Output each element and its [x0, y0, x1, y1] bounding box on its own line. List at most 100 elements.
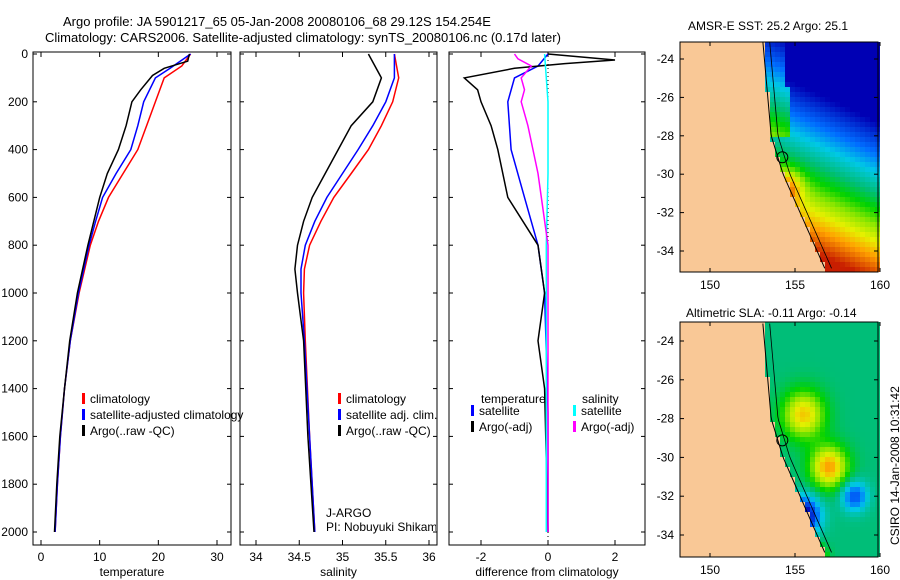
map-cell [830, 402, 835, 407]
map-cell [805, 172, 810, 177]
map-cell [860, 537, 865, 542]
map-cell [805, 177, 810, 182]
map-cell [780, 352, 785, 357]
map-cell [870, 412, 875, 417]
x-axis-label: temperature [100, 565, 165, 579]
map-cell [850, 262, 855, 267]
map-cell [815, 182, 820, 187]
map-cell [840, 332, 845, 337]
map-cell [860, 237, 865, 242]
map-cell [775, 97, 780, 102]
map-cell [865, 57, 870, 62]
map-cell [815, 232, 820, 237]
map-cell [795, 402, 800, 407]
map-cell [815, 152, 820, 157]
map-cell [845, 467, 850, 472]
map-cell [810, 377, 815, 382]
map-cell [795, 157, 800, 162]
map-cell [810, 447, 815, 452]
map-cell [860, 517, 865, 522]
map-cell [855, 47, 860, 52]
map-cell [785, 377, 790, 382]
map-cell [825, 512, 830, 517]
x-tick-label: 34 [249, 550, 263, 564]
map-cell [800, 92, 805, 97]
map-cell [795, 462, 800, 467]
map-cell [835, 527, 840, 532]
map-cell [835, 377, 840, 382]
map-cell [870, 347, 875, 352]
map-cell [835, 187, 840, 192]
map-cell [825, 47, 830, 52]
map-cell [790, 52, 795, 57]
map-cell [810, 407, 815, 412]
map-cell [785, 167, 790, 172]
map-cell [800, 362, 805, 367]
map-cell [850, 462, 855, 467]
map-cell [830, 442, 835, 447]
series-temperature-argo-adj- [462, 53, 616, 533]
map-cell [805, 202, 810, 207]
map-cell [790, 157, 795, 162]
map-cell [845, 377, 850, 382]
map-cell [850, 507, 855, 512]
map-cell [850, 502, 855, 507]
map-cell [860, 497, 865, 502]
map-cell [775, 422, 780, 427]
map-cell [825, 372, 830, 377]
map-cell [865, 87, 870, 92]
map-cell [845, 117, 850, 122]
map-cell [820, 337, 825, 342]
map-cell [810, 157, 815, 162]
map-cell [855, 182, 860, 187]
map-cell [840, 477, 845, 482]
map-cell [850, 82, 855, 87]
map-cell [795, 167, 800, 172]
map-cell [865, 47, 870, 52]
map-cell [820, 347, 825, 352]
y-tick-label: 1000 [1, 286, 28, 300]
map-cell [845, 432, 850, 437]
map-cell [820, 67, 825, 72]
map-cell [785, 342, 790, 347]
map-cell [845, 547, 850, 552]
map-cell [865, 432, 870, 437]
map-cell [820, 47, 825, 52]
map-cell [855, 477, 860, 482]
map-cell [765, 82, 770, 87]
map-cell [855, 417, 860, 422]
map-cell [855, 187, 860, 192]
map-cell [830, 237, 835, 242]
map-cell [870, 542, 875, 547]
map-cell [785, 457, 790, 462]
map-cell [770, 122, 775, 127]
map-cell [835, 222, 840, 227]
map-cell [825, 407, 830, 412]
map-cell [845, 227, 850, 232]
map-cell [795, 437, 800, 442]
map-cell [845, 527, 850, 532]
map-cell [855, 517, 860, 522]
map-cell [780, 362, 785, 367]
map-y-tick-label: -28 [657, 412, 675, 426]
map-cell [765, 72, 770, 77]
map-cell [840, 102, 845, 107]
map-cell [810, 462, 815, 467]
map-cell [825, 367, 830, 372]
map-cell [855, 512, 860, 517]
map-cell [835, 107, 840, 112]
map-cell [800, 127, 805, 132]
map-cell [805, 497, 810, 502]
map-cell [870, 237, 875, 242]
map-cell [850, 147, 855, 152]
map-cell [810, 497, 815, 502]
map-cell [820, 52, 825, 57]
map-cell [765, 52, 770, 57]
map-cell [835, 102, 840, 107]
map-cell [800, 52, 805, 57]
map-cell [865, 467, 870, 472]
map-cell [840, 372, 845, 377]
map-y-tick-label: -24 [657, 334, 675, 348]
map-cell [860, 127, 865, 132]
map-cell [860, 502, 865, 507]
